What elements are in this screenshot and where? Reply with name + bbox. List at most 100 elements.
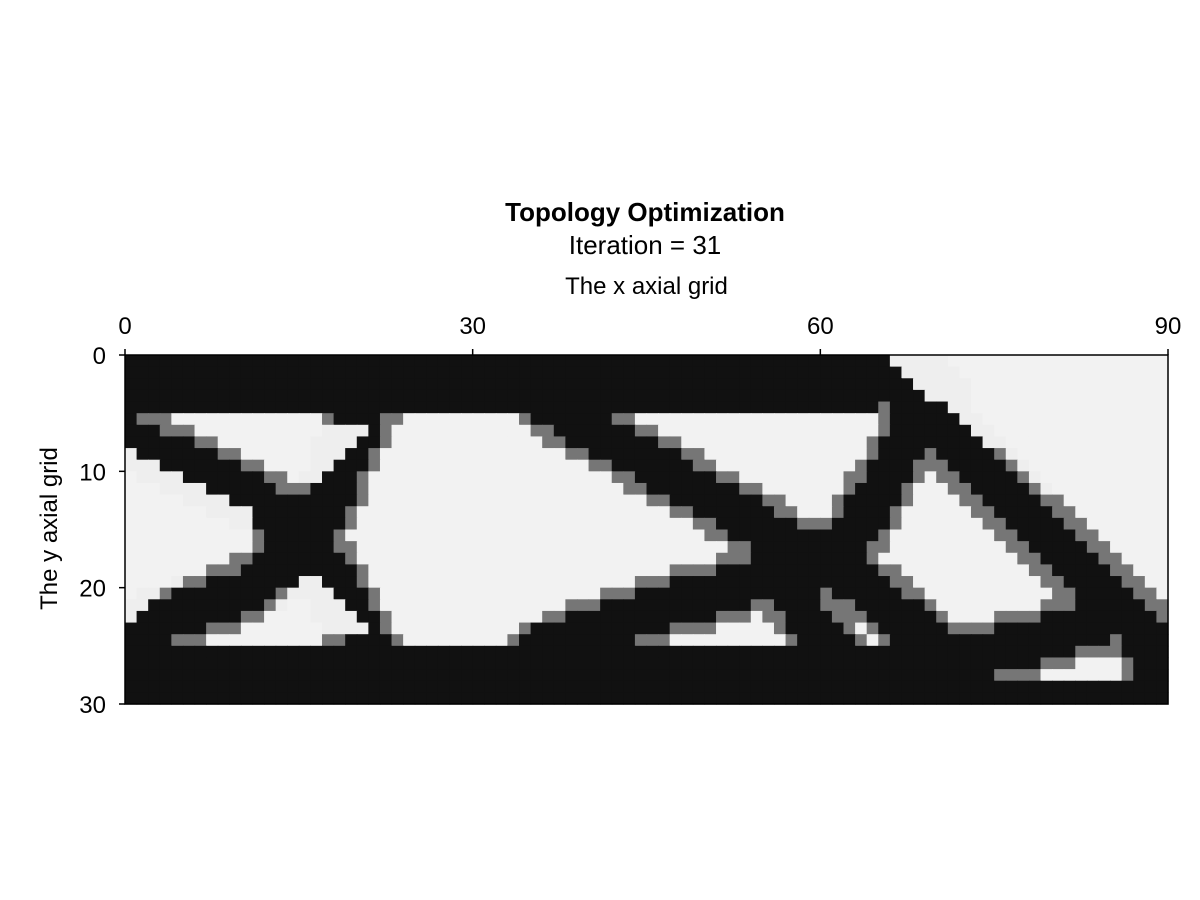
heatmap-cell: [1144, 517, 1158, 531]
heatmap-cell: [449, 459, 462, 472]
heatmap-cell: [206, 610, 219, 624]
heatmap-cell: [855, 389, 868, 403]
heatmap-cell: [1075, 576, 1088, 589]
heatmap-cell: [368, 692, 381, 705]
heatmap-cell: [148, 587, 161, 600]
heatmap-cell: [403, 576, 416, 589]
heatmap-cell: [345, 669, 358, 682]
heatmap-cell: [182, 378, 196, 391]
heatmap-cell: [646, 413, 659, 426]
heatmap-cell: [1005, 634, 1018, 647]
heatmap-cell: [716, 517, 729, 531]
heatmap-cell: [646, 378, 659, 391]
heatmap-cell: [820, 634, 833, 647]
heatmap-cell: [298, 413, 312, 426]
heatmap-cell: [495, 389, 509, 403]
heatmap-cell: [797, 494, 810, 507]
heatmap-cell: [345, 494, 358, 507]
heatmap-cell: [414, 355, 427, 368]
heatmap-cell: [565, 436, 578, 449]
heatmap-cell: [878, 459, 891, 472]
heatmap-cell: [901, 599, 914, 612]
heatmap-cell: [403, 494, 416, 507]
heatmap-cell: [252, 494, 265, 507]
heatmap-cell: [240, 680, 254, 693]
heatmap-cell: [437, 657, 451, 670]
heatmap-cell: [484, 576, 497, 589]
heatmap-cell: [681, 657, 694, 670]
heatmap-cell: [345, 424, 358, 438]
heatmap-cell: [507, 564, 520, 577]
heatmap-cell: [820, 401, 833, 414]
heatmap-cell: [855, 494, 868, 507]
heatmap-cell: [356, 424, 369, 438]
heatmap-cell: [878, 622, 891, 635]
heatmap-cell: [1028, 366, 1042, 379]
heatmap-cell: [1110, 355, 1123, 368]
heatmap-cell: [298, 424, 312, 438]
heatmap-cell: [970, 378, 984, 391]
heatmap-cell: [588, 471, 601, 484]
heatmap-cell: [704, 517, 717, 531]
heatmap-cell: [716, 622, 729, 635]
heatmap-cell: [542, 680, 555, 693]
heatmap-cell: [356, 552, 369, 565]
heatmap-cell: [310, 680, 323, 693]
heatmap-cell: [727, 378, 740, 391]
heatmap-cell: [437, 541, 451, 554]
heatmap-cell: [1040, 459, 1053, 472]
heatmap-cell: [658, 576, 671, 589]
heatmap-cell: [136, 669, 149, 682]
heatmap-cell: [310, 645, 323, 659]
heatmap-cell: [866, 424, 879, 438]
heatmap-cell: [206, 692, 219, 705]
heatmap-cell: [1063, 657, 1076, 670]
heatmap-cell: [264, 576, 277, 589]
heatmap-cell: [739, 436, 752, 449]
heatmap-cell: [646, 657, 659, 670]
heatmap-cell: [646, 355, 659, 368]
heatmap-cell: [1098, 576, 1111, 589]
heatmap-cell: [461, 436, 474, 449]
heatmap-cell: [855, 529, 868, 542]
heatmap-cell: [669, 610, 682, 624]
heatmap-cell: [947, 378, 960, 391]
heatmap-cell: [1028, 564, 1042, 577]
heatmap-cell: [252, 506, 265, 519]
heatmap-cell: [785, 448, 798, 461]
heatmap-cell: [565, 378, 578, 391]
heatmap-cell: [461, 692, 474, 705]
heatmap-cell: [762, 634, 775, 647]
heatmap-cell: [1052, 459, 1065, 472]
heatmap-cell: [437, 552, 451, 565]
heatmap-cell: [391, 657, 404, 670]
heatmap-cell: [750, 645, 763, 659]
heatmap-cell: [368, 622, 381, 635]
plot-frame: [124, 354, 1169, 705]
heatmap-cell: [217, 692, 230, 705]
heatmap-cell: [658, 448, 671, 461]
heatmap-cell: [484, 424, 497, 438]
heatmap-cell: [136, 471, 149, 484]
heatmap-cell: [785, 587, 798, 600]
heatmap-cell: [797, 599, 810, 612]
heatmap-cell: [797, 634, 810, 647]
heatmap-cell: [391, 389, 404, 403]
heatmap-cell: [333, 401, 346, 414]
heatmap-cell: [1063, 622, 1076, 635]
heatmap-cell: [229, 680, 242, 693]
heatmap-cell: [240, 692, 254, 705]
heatmap-cell: [1028, 401, 1042, 414]
heatmap-cell: [298, 529, 312, 542]
heatmap-cell: [1063, 552, 1076, 565]
heatmap-cell: [1144, 378, 1158, 391]
heatmap-cell: [1121, 645, 1134, 659]
heatmap-cell: [553, 482, 566, 496]
heatmap-cell: [287, 552, 300, 565]
heatmap-cell: [1040, 517, 1053, 531]
heatmap-cell: [1110, 436, 1123, 449]
heatmap-cell: [519, 634, 532, 647]
heatmap-cell: [901, 587, 914, 600]
heatmap-cell: [356, 564, 369, 577]
heatmap-cell: [1052, 424, 1065, 438]
